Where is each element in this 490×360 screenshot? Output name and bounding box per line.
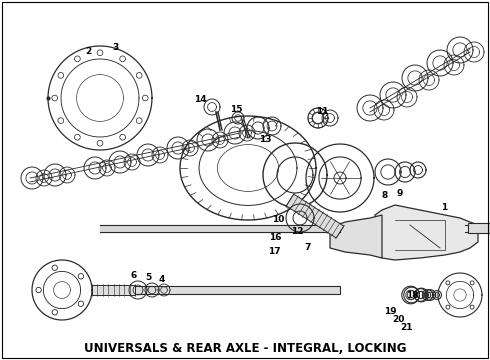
- Text: 2: 2: [85, 48, 91, 57]
- Circle shape: [97, 50, 103, 55]
- Circle shape: [74, 134, 80, 140]
- Circle shape: [52, 265, 57, 270]
- Text: 15: 15: [230, 105, 242, 114]
- Circle shape: [58, 72, 64, 78]
- Circle shape: [446, 281, 450, 285]
- Text: 4: 4: [159, 275, 165, 284]
- Polygon shape: [286, 194, 344, 238]
- Text: 11: 11: [316, 108, 328, 117]
- Text: 8: 8: [382, 190, 388, 199]
- Text: 19: 19: [384, 307, 396, 316]
- Circle shape: [470, 305, 474, 309]
- Polygon shape: [330, 215, 382, 258]
- Text: 5: 5: [145, 274, 151, 283]
- Circle shape: [470, 281, 474, 285]
- Circle shape: [120, 134, 125, 140]
- Circle shape: [136, 72, 142, 78]
- Circle shape: [52, 95, 58, 101]
- Polygon shape: [375, 205, 478, 260]
- Text: 13: 13: [259, 135, 271, 144]
- Text: 9: 9: [397, 189, 403, 198]
- Text: 18: 18: [406, 291, 418, 300]
- Text: 20: 20: [392, 315, 404, 324]
- Circle shape: [78, 274, 84, 279]
- Text: 1: 1: [441, 203, 447, 212]
- Circle shape: [74, 56, 80, 62]
- Circle shape: [78, 301, 84, 306]
- Text: UNIVERSALS & REAR AXLE - INTEGRAL, LOCKING: UNIVERSALS & REAR AXLE - INTEGRAL, LOCKI…: [84, 342, 406, 356]
- Polygon shape: [92, 285, 135, 295]
- Text: 17: 17: [268, 248, 280, 256]
- Circle shape: [120, 56, 125, 62]
- Text: 6: 6: [131, 271, 137, 280]
- Circle shape: [136, 118, 142, 123]
- Circle shape: [58, 118, 64, 123]
- Polygon shape: [468, 223, 490, 233]
- Circle shape: [143, 95, 148, 101]
- Circle shape: [52, 310, 57, 315]
- Text: 14: 14: [194, 95, 206, 104]
- Text: 16: 16: [269, 234, 281, 243]
- Text: 10: 10: [272, 216, 284, 225]
- Polygon shape: [92, 286, 340, 294]
- Circle shape: [446, 305, 450, 309]
- Text: 12: 12: [291, 228, 303, 237]
- Text: 7: 7: [305, 243, 311, 252]
- Text: 3: 3: [112, 44, 118, 53]
- Circle shape: [36, 287, 41, 293]
- Circle shape: [97, 140, 103, 146]
- Text: 21: 21: [400, 324, 412, 333]
